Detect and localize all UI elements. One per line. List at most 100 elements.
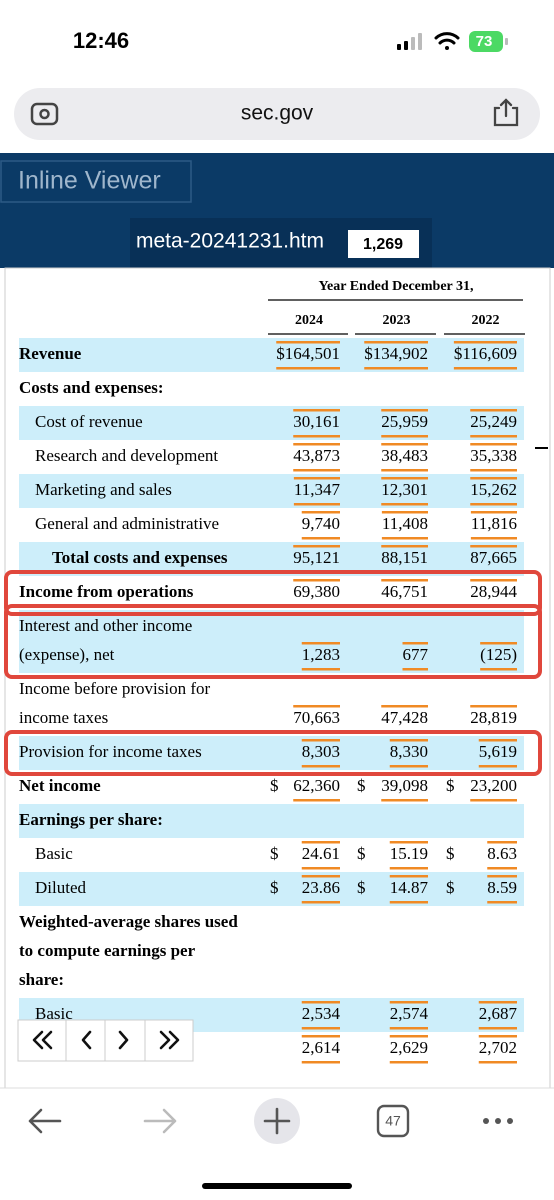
currency-symbol: $ <box>270 844 279 863</box>
row-value: 8.59 <box>487 878 517 897</box>
row-value: 9,740 <box>302 514 340 533</box>
row-value: $164,501 <box>276 344 340 363</box>
row-value: 1,283 <box>302 645 340 664</box>
row-value: (125) <box>480 645 517 664</box>
fact-marker <box>301 1035 340 1038</box>
fact-marker <box>478 1027 517 1030</box>
row-value: 95,121 <box>293 548 340 567</box>
fact-marker <box>389 1061 428 1064</box>
row-value: 2,687 <box>479 1004 518 1023</box>
fact-marker <box>470 409 517 412</box>
fact-marker <box>389 875 428 878</box>
tabs-button[interactable] <box>376 1104 410 1138</box>
fact-marker <box>276 367 340 370</box>
fact-marker <box>453 341 517 344</box>
year-header: 2024 <box>295 313 323 328</box>
first-page[interactable] <box>32 1030 53 1050</box>
fact-marker <box>381 443 428 446</box>
more-button[interactable] <box>483 1118 513 1124</box>
highlight-box <box>4 730 542 776</box>
row-shade <box>19 736 524 770</box>
fact-marker <box>470 503 517 506</box>
row-shade <box>19 338 524 372</box>
fact-marker <box>389 765 428 768</box>
row-value: 25,249 <box>470 412 517 431</box>
fact-marker <box>301 875 340 878</box>
fact-marker <box>301 841 340 844</box>
fact-marker <box>381 409 428 412</box>
fact-marker <box>381 469 428 472</box>
row-value: 46,751 <box>381 582 428 601</box>
row-value: 8,330 <box>390 742 428 761</box>
next-page[interactable] <box>118 1030 129 1050</box>
fact-marker <box>480 668 517 671</box>
fact-marker <box>276 341 340 344</box>
prev-page[interactable] <box>81 1030 92 1050</box>
year-header: 2023 <box>383 313 411 328</box>
currency-symbol: $ <box>357 776 366 795</box>
fact-marker <box>381 705 428 708</box>
fact-marker <box>487 867 517 870</box>
currency-symbol: $ <box>446 776 455 795</box>
fact-marker <box>470 469 517 472</box>
row-label: Net income <box>19 776 101 795</box>
row-label: Diluted <box>35 878 86 897</box>
fact-marker <box>293 477 340 480</box>
address-bar[interactable] <box>14 88 540 140</box>
back-button[interactable] <box>28 1108 62 1134</box>
row-value: 2,702 <box>479 1038 517 1057</box>
currency-symbol: $ <box>357 878 366 897</box>
highlight-box <box>4 604 542 679</box>
fact-marker <box>470 545 517 548</box>
fact-marker <box>381 799 428 802</box>
fact-marker <box>301 1061 340 1064</box>
row-value: 30,161 <box>293 412 340 431</box>
row-label: Total costs and expenses <box>52 548 228 567</box>
row-value: 15.19 <box>390 844 428 863</box>
row-label: to compute earnings per <box>19 941 196 960</box>
fact-marker <box>389 1001 428 1004</box>
fact-marker <box>301 765 340 768</box>
row-value: 62,360 <box>293 776 340 795</box>
row-value: 87,665 <box>470 548 517 567</box>
year-header: 2022 <box>472 313 500 328</box>
fact-marker <box>487 841 517 844</box>
file-name[interactable]: meta-20241231.htm <box>136 230 324 253</box>
fact-marker <box>470 477 517 480</box>
fact-marker <box>381 511 428 514</box>
fact-marker <box>381 545 428 548</box>
forward-button[interactable] <box>143 1108 177 1134</box>
fact-marker <box>381 537 428 540</box>
tab-count[interactable]: 47 <box>385 1113 401 1129</box>
fact-marker <box>293 799 340 802</box>
row-value: $116,609 <box>454 344 517 363</box>
row-label: Marketing and sales <box>35 480 172 499</box>
row-value: 23.86 <box>302 878 340 897</box>
row-value: 14.87 <box>390 878 429 897</box>
row-value: 25,959 <box>381 412 428 431</box>
fact-marker <box>470 511 517 514</box>
fact-marker <box>389 1027 428 1030</box>
fact-marker <box>480 642 517 645</box>
row-value: 23,200 <box>470 776 517 795</box>
url[interactable]: sec.gov <box>241 102 314 125</box>
row-label: Interest and other income <box>19 616 192 635</box>
row-value: 11,816 <box>471 514 517 533</box>
row-value: 28,819 <box>470 708 517 727</box>
fact-marker <box>301 901 340 904</box>
share-icon[interactable] <box>493 98 519 127</box>
count-badge <box>348 230 419 258</box>
fact-marker <box>402 668 428 671</box>
battery-level: 73 <box>476 33 493 50</box>
currency-symbol: $ <box>270 878 279 897</box>
fact-marker <box>301 668 340 671</box>
fact-marker <box>293 435 340 438</box>
fact-marker <box>301 1001 340 1004</box>
last-page[interactable] <box>159 1030 180 1050</box>
camera-icon[interactable] <box>30 102 59 126</box>
row-value: 43,873 <box>293 446 340 465</box>
row-value: 15,262 <box>470 480 517 499</box>
row-value: 2,574 <box>390 1004 429 1023</box>
fact-marker <box>381 477 428 480</box>
